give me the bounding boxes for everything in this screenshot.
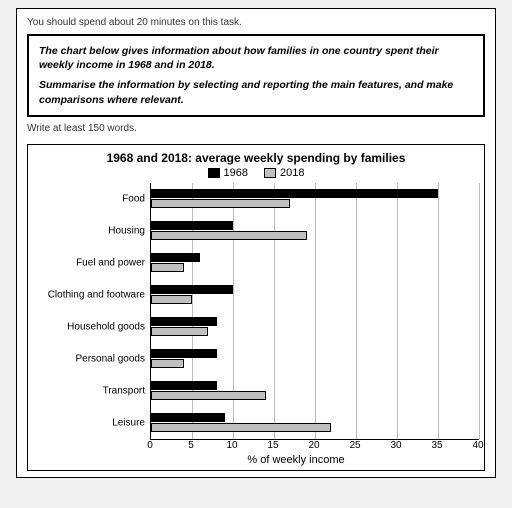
- task-prompt-box: The chart below gives information about …: [27, 34, 485, 117]
- bar-1968: [151, 317, 217, 326]
- category-row: Transport: [151, 375, 479, 407]
- x-tick-label: 10: [226, 440, 237, 451]
- bar-1968: [151, 253, 200, 262]
- category-row: Food: [151, 183, 479, 215]
- bar-1968: [151, 189, 438, 198]
- gridline: [479, 183, 480, 439]
- bar-2018: [151, 359, 184, 368]
- category-label: Clothing and footware: [48, 289, 151, 300]
- category-label: Fuel and power: [76, 257, 151, 268]
- x-tick-label: 40: [472, 440, 483, 451]
- bar-1968: [151, 381, 217, 390]
- bar-2018: [151, 295, 192, 304]
- category-label: Housing: [108, 225, 151, 236]
- x-tick-label: 35: [431, 440, 442, 451]
- legend-label-1968: 1968: [224, 167, 248, 179]
- category-row: Housing: [151, 215, 479, 247]
- time-instruction: You should spend about 20 minutes on thi…: [27, 17, 485, 28]
- bar-2018: [151, 263, 184, 272]
- x-tick-label: 20: [308, 440, 319, 451]
- task-page: You should spend about 20 minutes on thi…: [16, 8, 496, 478]
- category-row: Leisure: [151, 407, 479, 439]
- chart-plot-area: FoodHousingFuel and powerClothing and fo…: [150, 183, 479, 440]
- legend-item-1968: 1968: [208, 167, 248, 179]
- chart-title: 1968 and 2018: average weekly spending b…: [32, 151, 480, 165]
- chart-x-ticks: 0510152025303540: [150, 440, 472, 454]
- chart-legend: 1968 2018: [32, 167, 480, 179]
- category-label: Personal goods: [76, 353, 152, 364]
- category-row: Household goods: [151, 311, 479, 343]
- prompt-line-1: The chart below gives information about …: [39, 44, 473, 72]
- x-tick-label: 0: [147, 440, 153, 451]
- x-tick-label: 25: [349, 440, 360, 451]
- legend-swatch-2018: [264, 168, 276, 178]
- category-row: Fuel and power: [151, 247, 479, 279]
- bar-2018: [151, 327, 208, 336]
- chart-container: 1968 and 2018: average weekly spending b…: [27, 144, 485, 471]
- legend-label-2018: 2018: [280, 167, 304, 179]
- category-label: Transport: [103, 385, 151, 396]
- legend-swatch-1968: [208, 168, 220, 178]
- word-count-instruction: Write at least 150 words.: [27, 123, 485, 134]
- bar-1968: [151, 285, 233, 294]
- bar-2018: [151, 423, 331, 432]
- x-tick-label: 5: [188, 440, 194, 451]
- bar-1968: [151, 349, 217, 358]
- chart-x-label: % of weekly income: [32, 454, 480, 468]
- x-tick-label: 30: [390, 440, 401, 451]
- x-tick-label: 15: [267, 440, 278, 451]
- category-row: Clothing and footware: [151, 279, 479, 311]
- legend-item-2018: 2018: [264, 167, 304, 179]
- bar-2018: [151, 231, 307, 240]
- prompt-line-2: Summarise the information by selecting a…: [39, 78, 473, 106]
- bar-2018: [151, 391, 266, 400]
- bar-2018: [151, 199, 290, 208]
- category-row: Personal goods: [151, 343, 479, 375]
- bar-1968: [151, 413, 225, 422]
- bar-1968: [151, 221, 233, 230]
- category-label: Leisure: [112, 417, 151, 428]
- category-label: Food: [122, 193, 151, 204]
- category-label: Household goods: [67, 321, 151, 332]
